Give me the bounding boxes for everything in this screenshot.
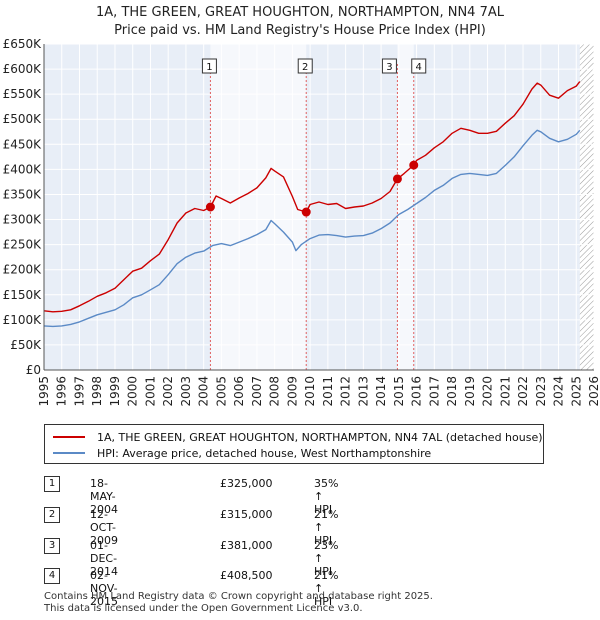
y-tick-label: £400K — [3, 162, 43, 176]
sale-point — [409, 160, 419, 170]
transaction-date: 18-MAY-2004 — [90, 477, 118, 516]
sale-marker-label: 4 — [416, 62, 422, 73]
sale-period-band — [210, 44, 307, 370]
chart-title: 1A, THE GREEN, GREAT HOUGHTON, NORTHAMPT… — [96, 5, 504, 20]
x-tick-label: 2009 — [285, 376, 299, 407]
x-tick-label: 2019 — [463, 376, 477, 407]
y-tick-label: £200K — [3, 263, 43, 277]
x-tick-label: 2006 — [232, 376, 246, 407]
hpi-line — [43, 129, 581, 328]
transaction-number: 4 — [44, 568, 60, 584]
x-tick-label: 2016 — [410, 376, 424, 407]
x-tick-label: 1995 — [37, 376, 51, 407]
transaction-hpi: 21% ↑ HPI — [314, 508, 339, 547]
sale-marker-label: 1 — [206, 62, 212, 73]
legend-label-property: 1A, THE GREEN, GREAT HOUGHTON, NORTHAMPT… — [97, 430, 543, 444]
chart-subtitle: Price paid vs. HM Land Registry's House … — [114, 23, 486, 38]
x-tick-label: 2008 — [268, 376, 282, 407]
sale-point — [392, 174, 402, 184]
x-tick-label: 1996 — [55, 376, 69, 407]
x-tick-label: 2021 — [498, 376, 512, 407]
x-tick-label: 2026 — [587, 376, 600, 407]
legend-label-hpi: HPI: Average price, detached house, West… — [97, 446, 432, 460]
y-tick-label: £50K — [10, 338, 42, 352]
legend-swatch-property — [53, 436, 85, 438]
legend-swatch-hpi — [53, 452, 85, 454]
sale-marker-label: 2 — [302, 62, 308, 73]
transaction-date: 12-OCT-2009 — [90, 508, 118, 547]
sale-marker-box — [297, 58, 313, 74]
x-tick-label: 1997 — [72, 376, 86, 407]
y-tick-label: £500K — [3, 112, 43, 126]
y-tick-label: £600K — [3, 62, 43, 76]
x-tick-label: 2014 — [374, 376, 388, 407]
transaction-hpi: 23% ↑ HPI — [314, 539, 339, 578]
x-tick-label: 2023 — [534, 376, 548, 407]
x-tick-label: 2025 — [569, 376, 583, 407]
property-price-line — [43, 81, 581, 313]
sale-marker-box — [381, 58, 397, 74]
y-tick-label: £0 — [26, 363, 41, 377]
transaction-hpi: 21% ↑ HPI — [314, 569, 339, 608]
sale-marker-label: 3 — [386, 62, 392, 73]
transaction-date: 01-DEC-2014 — [90, 539, 118, 578]
transaction-number: 2 — [44, 507, 60, 523]
transaction-date: 02-NOV-2015 — [90, 569, 118, 608]
y-tick-label: £300K — [3, 213, 43, 227]
sale-marker-box — [201, 58, 217, 74]
x-tick-label: 1999 — [108, 376, 122, 407]
x-tick-label: 2018 — [445, 376, 459, 407]
y-tick-label: £350K — [3, 187, 43, 201]
sale-point — [301, 207, 311, 217]
x-tick-label: 2024 — [552, 376, 566, 407]
x-tick-label: 2022 — [516, 376, 530, 407]
footer-license: This data is licensed under the Open Gov… — [44, 603, 363, 614]
transaction-number: 3 — [44, 538, 60, 554]
x-tick-label: 2011 — [321, 376, 335, 407]
x-tick-label: 2000 — [126, 376, 140, 407]
footer-copyright: Contains HM Land Registry data © Crown c… — [44, 591, 433, 602]
x-tick-label: 2001 — [143, 376, 157, 407]
x-tick-label: 2017 — [427, 376, 441, 407]
x-tick-label: 2020 — [481, 376, 495, 407]
x-tick-label: 2007 — [250, 376, 264, 407]
sale-point — [205, 202, 215, 212]
x-tick-label: 2002 — [161, 376, 175, 407]
y-tick-label: £100K — [3, 313, 43, 327]
x-tick-label: 2015 — [392, 376, 406, 407]
x-tick-label: 2005 — [214, 376, 228, 407]
transaction-price: £408,500 — [220, 569, 273, 582]
transaction-hpi: 35% ↑ HPI — [314, 477, 339, 516]
x-tick-label: 2004 — [197, 376, 211, 407]
y-tick-label: £250K — [3, 238, 43, 252]
y-tick-label: £550K — [3, 87, 43, 101]
legend-item-hpi: HPI: Average price, detached house, West… — [53, 445, 431, 461]
plot-background — [44, 44, 594, 370]
transaction-price: £325,000 — [220, 477, 273, 490]
x-tick-label: 1998 — [90, 376, 104, 407]
transaction-price: £315,000 — [220, 508, 273, 521]
transaction-price: £381,000 — [220, 539, 273, 552]
sale-period-band — [397, 44, 414, 370]
x-tick-label: 2010 — [303, 376, 317, 407]
x-tick-label: 2012 — [339, 376, 353, 407]
price-chart: £0 £50K £100K £150K £200K £250K £300K £350K £400… — [3, 37, 600, 407]
legend: 1A, THE GREEN, GREAT HOUGHTON, NORTHAMPT… — [44, 424, 544, 464]
transaction-number: 1 — [44, 476, 60, 492]
y-tick-label: £150K — [3, 288, 43, 302]
x-tick-label: 2013 — [356, 376, 370, 407]
sale-marker-box — [411, 58, 427, 74]
y-tick-label: £650K — [3, 37, 43, 51]
future-hatch — [579, 44, 594, 370]
x-tick-label: 2003 — [179, 376, 193, 407]
legend-item-property: 1A, THE GREEN, GREAT HOUGHTON, NORTHAMPT… — [53, 429, 543, 445]
y-tick-label: £450K — [3, 137, 43, 151]
